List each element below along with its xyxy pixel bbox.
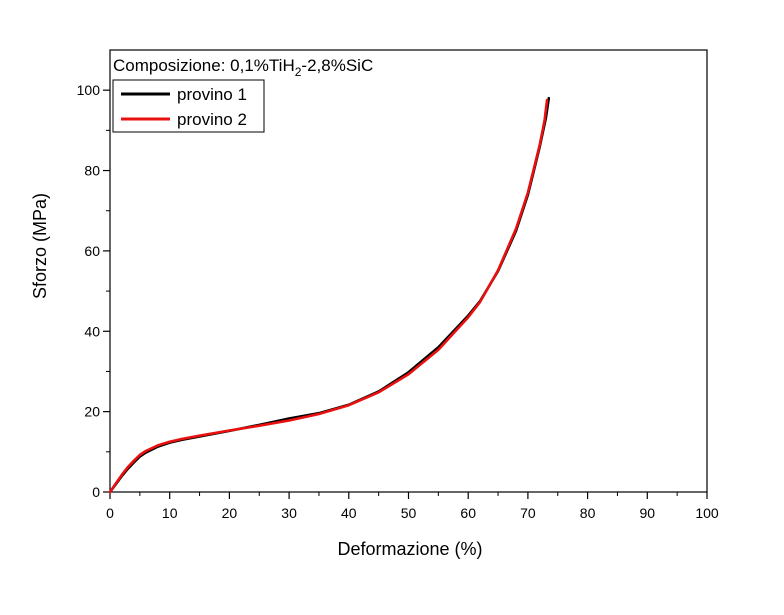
- y-axis-title: Sforzo (MPa): [30, 193, 50, 299]
- x-tick-label: 90: [640, 505, 656, 521]
- x-axis-title: Deformazione (%): [337, 539, 482, 559]
- y-axis-ticks: 0 20 40 60 80 100: [77, 82, 110, 500]
- x-tick-label: 70: [520, 505, 536, 521]
- y-tick-label: 100: [77, 82, 101, 98]
- chart-title-subscript: 2: [295, 65, 302, 79]
- x-tick-label: 50: [401, 505, 417, 521]
- legend: Composizione: 0,1%TiH2-2,8%SiC provino 1…: [112, 56, 373, 133]
- y-tick-label: 40: [84, 323, 100, 339]
- x-tick-label: 40: [341, 505, 357, 521]
- chart-title-suffix: -2,8%SiC: [301, 56, 373, 75]
- chart-title-prefix: Composizione: 0,1%TiH: [113, 56, 295, 75]
- series-layer: [108, 96, 551, 494]
- y-tick-label: 80: [84, 163, 100, 179]
- legend-box: [112, 79, 265, 133]
- legend-label-provino-2: provino 2: [177, 110, 247, 129]
- y-tick-label: 0: [92, 484, 100, 500]
- x-tick-label: 100: [695, 505, 719, 521]
- x-axis-ticks: 0 10 20 30 40 50 60 70 80 90 100: [106, 492, 719, 521]
- x-tick-label: 0: [106, 505, 114, 521]
- legend-label-provino-1: provino 1: [177, 85, 247, 104]
- x-tick-label: 10: [162, 505, 178, 521]
- x-tick-label: 60: [460, 505, 476, 521]
- series-line-provino-2: [108, 98, 549, 494]
- x-tick-label: 20: [222, 505, 238, 521]
- chart-title: Composizione: 0,1%TiH2-2,8%SiC: [113, 56, 373, 79]
- y-tick-label: 60: [84, 243, 100, 259]
- y-tick-label: 20: [84, 404, 100, 420]
- x-tick-label: 80: [580, 505, 596, 521]
- x-tick-label: 30: [281, 505, 297, 521]
